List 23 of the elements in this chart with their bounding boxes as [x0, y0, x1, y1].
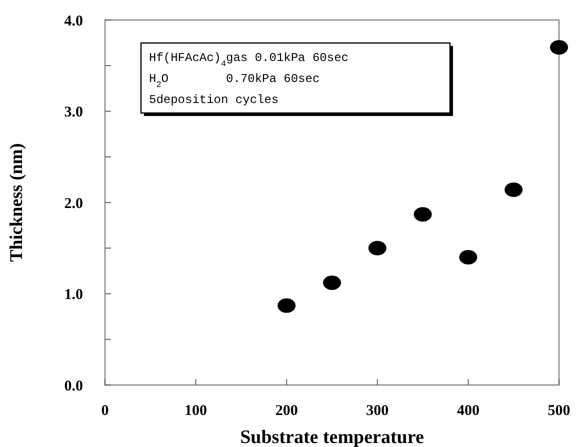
annotation: 5deposition cycles: [149, 93, 279, 107]
x-tick-label: 100: [184, 403, 208, 419]
y-tick-label: 0.0: [64, 378, 83, 394]
y-axis-title: Thickness (nm): [6, 143, 26, 262]
point: [278, 298, 296, 313]
x-tick-label: 0: [101, 403, 109, 419]
point: [368, 240, 386, 256]
x-axis-title: Substrate temperature: [240, 427, 424, 447]
y-tick-label: 1.0: [64, 287, 83, 303]
annotation: H$_{2}$O 0.70kPa 60sec: [149, 72, 320, 90]
x-tick-label: 500: [548, 403, 570, 419]
y-tick-label: 2.0: [64, 196, 83, 212]
x-tick-label: 400: [456, 403, 480, 419]
point: [550, 40, 568, 55]
point: [504, 182, 523, 197]
x-tick-label: 200: [275, 403, 298, 419]
point: [323, 276, 341, 290]
y-tick-label: 3.0: [64, 104, 83, 120]
point: [414, 207, 432, 222]
y-tick-label: 4.0: [64, 13, 83, 30]
point: [459, 250, 478, 264]
annotation: Hf(HFAcAc)$_{4}$gas 0.01kPa 60sec: [149, 51, 348, 69]
x-tick-label: 300: [366, 403, 389, 419]
